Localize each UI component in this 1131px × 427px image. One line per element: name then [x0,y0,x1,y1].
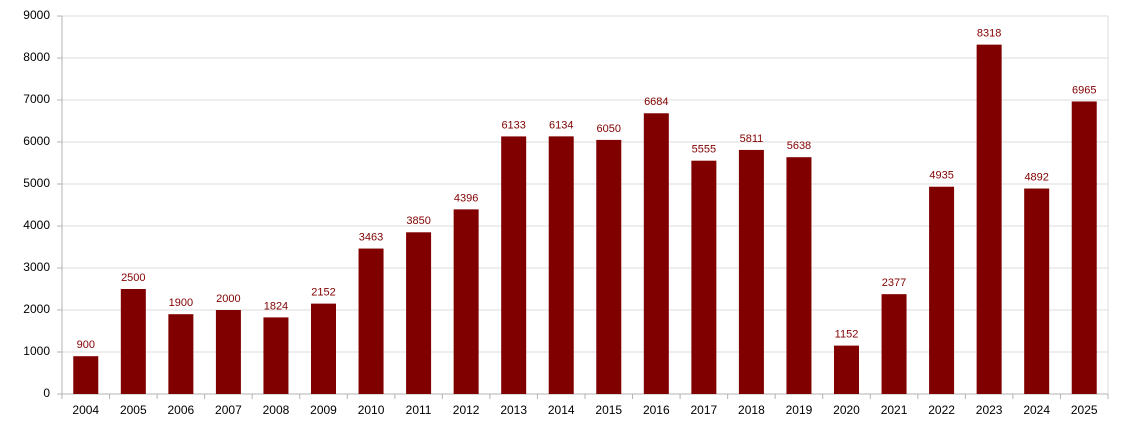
x-tick-label: 2022 [928,403,955,417]
bar [73,356,99,394]
bar [929,186,955,394]
value-label: 5638 [787,140,811,152]
x-tick-label: 2014 [548,403,575,417]
bar [1024,188,1050,394]
value-label: 2000 [216,293,240,305]
x-tick-label: 2023 [976,403,1003,417]
x-tick-label: 2011 [406,403,432,417]
value-label: 2500 [121,272,145,284]
bar [263,317,289,394]
bar [120,289,146,394]
bar [453,209,479,394]
y-tick-label: 6000 [23,134,50,148]
x-tick-label: 2010 [358,403,385,417]
x-tick-label: 2004 [72,403,99,417]
y-tick-label: 0 [43,386,50,400]
x-tick-label: 2019 [786,403,813,417]
value-label: 2377 [882,277,906,289]
value-label: 6133 [501,119,525,131]
x-tick-label: 2012 [453,403,480,417]
x-tick-label: 2007 [215,403,242,417]
x-tick-label: 2024 [1023,403,1050,417]
bar [548,136,574,394]
value-label: 5811 [740,133,764,145]
y-tick-label: 3000 [23,260,50,274]
value-label: 4935 [929,170,953,182]
x-tick-label: 2013 [500,403,527,417]
y-tick-label: 5000 [23,176,50,190]
bar [311,303,336,394]
x-tick-label: 2021 [881,403,908,417]
x-tick-label: 2008 [263,403,290,417]
y-tick-label: 1000 [23,344,50,358]
bar [786,157,812,394]
value-label: 6684 [644,96,668,108]
value-label: 6050 [597,123,621,135]
bar [358,248,384,394]
value-label: 6965 [1072,84,1096,96]
y-tick-label: 9000 [23,8,50,22]
x-tick-label: 2018 [738,403,765,417]
bar [643,113,669,394]
x-tick-label: 2006 [168,403,195,417]
value-label: 1900 [169,297,193,309]
x-tick-label: 2017 [691,403,718,417]
bar [1071,101,1097,394]
bar [738,149,764,394]
bar [215,310,241,394]
bar [691,160,717,394]
value-label: 6134 [549,119,573,131]
y-tick-label: 4000 [23,218,50,232]
bar [168,314,194,394]
x-tick-label: 2016 [643,403,670,417]
bar [406,232,432,394]
bar [881,294,907,394]
bar [976,44,1002,394]
value-label: 3850 [406,215,430,227]
value-label: 1824 [264,300,288,312]
x-tick-label: 2005 [120,403,147,417]
value-label: 1152 [835,329,859,341]
bar [596,139,622,394]
x-tick-label: 2020 [833,403,860,417]
x-tick-label: 2015 [595,403,622,417]
y-tick-label: 8000 [23,50,50,64]
value-label: 8318 [977,28,1001,40]
y-tick-label: 7000 [23,92,50,106]
value-label: 900 [77,339,95,351]
y-tick-label: 2000 [23,302,50,316]
value-label: 2152 [311,287,335,299]
value-label: 5555 [692,144,716,156]
value-label: 4892 [1024,171,1048,183]
bar [501,136,527,394]
value-label: 3463 [359,231,383,243]
bar [834,345,859,394]
x-tick-label: 2025 [1071,403,1098,417]
x-tick-label: 2009 [310,403,337,417]
value-label: 4396 [454,192,478,204]
